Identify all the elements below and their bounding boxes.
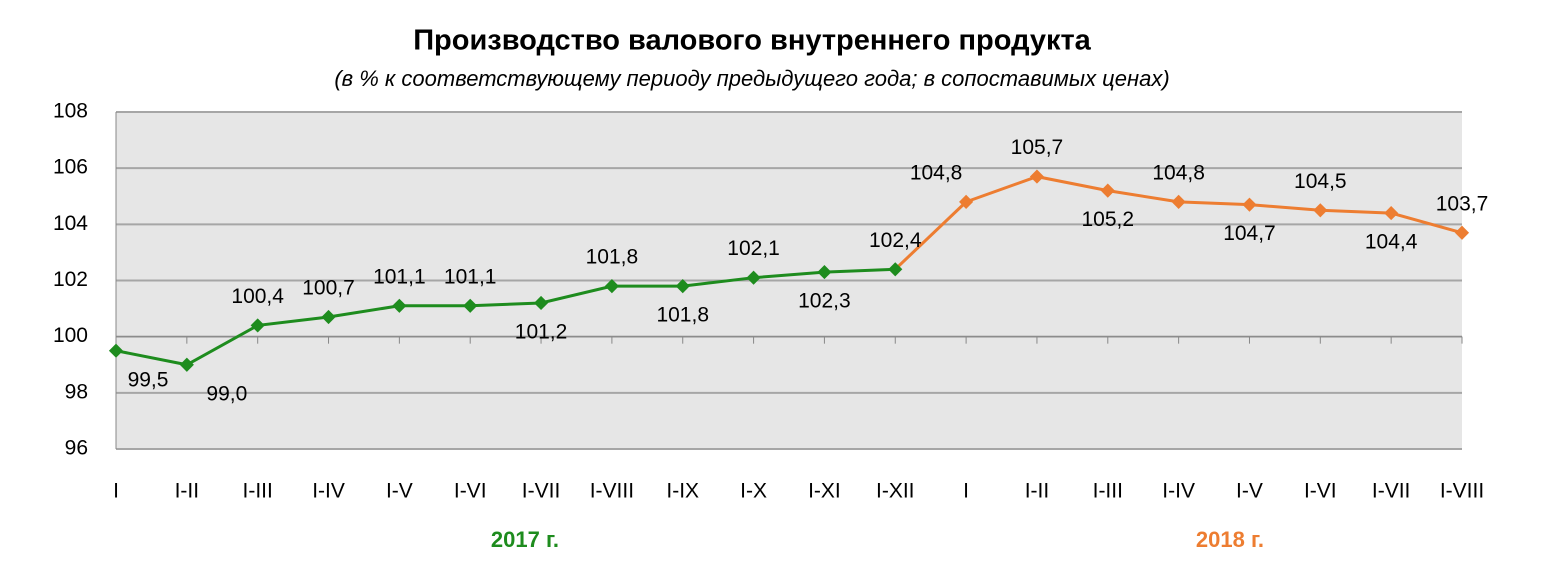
x-tick-label: I-V bbox=[386, 480, 413, 503]
point-marker bbox=[746, 270, 761, 285]
data-label: 100,4 bbox=[231, 285, 284, 308]
data-label: 101,1 bbox=[373, 265, 426, 288]
point-marker bbox=[1171, 194, 1186, 209]
x-tick-label: I-IV bbox=[312, 480, 345, 503]
y-tick-label: 102 bbox=[53, 268, 88, 291]
point-marker bbox=[392, 298, 407, 313]
point-marker bbox=[1242, 197, 1257, 212]
data-label: 104,5 bbox=[1294, 170, 1347, 193]
y-tick-label: 96 bbox=[65, 437, 88, 460]
point-marker bbox=[108, 343, 124, 358]
x-tick-label: I-III bbox=[243, 480, 273, 503]
point-marker bbox=[321, 309, 336, 325]
y-tick-label: 108 bbox=[53, 100, 88, 123]
point-marker bbox=[817, 265, 832, 280]
data-label: 101,2 bbox=[515, 321, 568, 344]
x-tick-label: I-II bbox=[175, 480, 200, 503]
y-tick-label: 106 bbox=[53, 156, 88, 179]
x-tick-label: I bbox=[963, 480, 969, 503]
data-label: 104,7 bbox=[1223, 222, 1276, 245]
x-tick-label: I-V bbox=[1236, 480, 1263, 503]
connector bbox=[894, 200, 968, 271]
data-label: 101,8 bbox=[656, 304, 709, 327]
y-tick-label: 100 bbox=[53, 324, 88, 347]
data-label: 99,0 bbox=[206, 382, 247, 405]
data-label: 102,4 bbox=[869, 229, 922, 252]
y-tick-label: 98 bbox=[65, 380, 88, 403]
data-label: 105,7 bbox=[1011, 136, 1064, 159]
data-label: 105,2 bbox=[1082, 208, 1135, 231]
chart-subtitle: (в % к соответствующему периоду предыдущ… bbox=[334, 66, 1169, 91]
data-label: 101,1 bbox=[444, 265, 497, 288]
data-label: 104,8 bbox=[910, 161, 963, 184]
data-label: 99,5 bbox=[128, 368, 169, 391]
series-line bbox=[965, 175, 1463, 235]
x-tick-label: I-VII bbox=[522, 480, 561, 503]
data-label: 100,7 bbox=[302, 277, 355, 300]
data-label: 102,3 bbox=[798, 290, 851, 313]
x-tick-label: I-X bbox=[740, 480, 767, 503]
point-marker bbox=[675, 279, 690, 294]
data-label: 104,4 bbox=[1365, 231, 1418, 254]
point-marker bbox=[250, 318, 265, 333]
point-marker bbox=[1029, 169, 1045, 184]
point-marker bbox=[1100, 183, 1115, 198]
point-marker bbox=[533, 295, 549, 311]
point-marker bbox=[1454, 225, 1470, 240]
x-tick-label: I-VII bbox=[1372, 480, 1411, 503]
data-label: 102,1 bbox=[727, 237, 780, 260]
chart-title: Производство валового внутреннего продук… bbox=[413, 25, 1091, 57]
point-marker bbox=[1384, 206, 1399, 221]
x-tick-label: I-VI bbox=[1304, 480, 1337, 503]
x-tick-label: I-VIII bbox=[1440, 480, 1484, 503]
y-tick-label: 104 bbox=[53, 212, 88, 235]
legend-label: 2018 г. bbox=[1196, 527, 1264, 552]
point-marker bbox=[959, 194, 974, 209]
legend-label: 2017 г. bbox=[491, 527, 559, 552]
x-tick-label: I-II bbox=[1025, 480, 1050, 503]
x-tick-label: I-XII bbox=[876, 480, 915, 503]
point-marker bbox=[604, 279, 619, 294]
data-label: 101,8 bbox=[586, 246, 639, 269]
x-tick-label: I bbox=[113, 480, 119, 503]
x-tick-label: I-VI bbox=[454, 480, 487, 503]
point-marker bbox=[179, 357, 194, 372]
x-tick-label: I-IV bbox=[1162, 480, 1195, 503]
x-tick-label: I-VIII bbox=[590, 480, 634, 503]
series-line bbox=[115, 267, 896, 367]
data-label: 104,8 bbox=[1152, 161, 1205, 184]
x-tick-label: I-III bbox=[1093, 480, 1123, 503]
point-marker bbox=[463, 298, 478, 313]
x-tick-label: I-XI bbox=[808, 480, 841, 503]
point-marker bbox=[888, 262, 903, 277]
point-marker bbox=[1313, 203, 1328, 218]
data-label: 103,7 bbox=[1436, 192, 1489, 215]
x-tick-label: I-IX bbox=[666, 480, 699, 503]
